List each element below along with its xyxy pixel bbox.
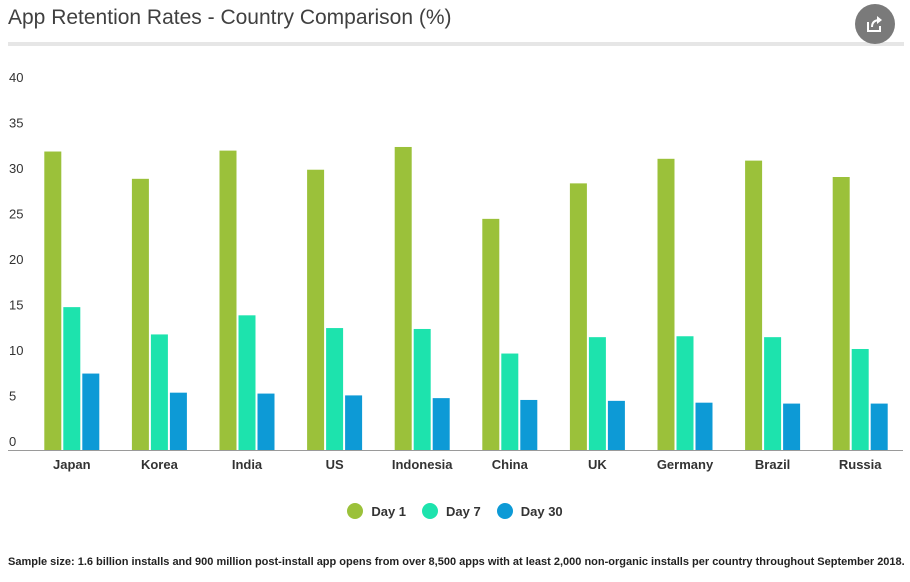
legend-label-day1: Day 1 bbox=[371, 503, 407, 519]
chart-legend: Day 1 Day 7 Day 30 bbox=[0, 500, 910, 522]
y-tick-label: 10 bbox=[9, 343, 23, 358]
bar-day30-indonesia[interactable] bbox=[432, 398, 450, 450]
bar-day7-brazil[interactable] bbox=[764, 337, 782, 450]
legend-item-day1[interactable]: Day 1 bbox=[347, 503, 406, 519]
y-tick-label: 30 bbox=[9, 161, 23, 176]
bar-day1-india[interactable] bbox=[219, 150, 237, 451]
bar-day30-brazil[interactable] bbox=[783, 403, 801, 450]
bar-day7-china[interactable] bbox=[501, 353, 519, 450]
bar-day7-russia[interactable] bbox=[851, 348, 869, 450]
y-tick-label: 15 bbox=[9, 298, 23, 313]
legend-label-day7: Day 7 bbox=[446, 503, 481, 519]
bar-day1-brazil[interactable] bbox=[745, 160, 763, 450]
bar-day7-india[interactable] bbox=[238, 315, 256, 450]
bar-day7-germany[interactable] bbox=[676, 336, 694, 450]
x-category-label: China bbox=[492, 457, 529, 472]
legend-item-day7[interactable]: Day 7 bbox=[422, 503, 481, 519]
bar-day1-germany[interactable] bbox=[657, 158, 675, 451]
bar-day1-china[interactable] bbox=[482, 218, 500, 450]
bar-day7-us[interactable] bbox=[326, 328, 344, 450]
x-category-label: Russia bbox=[839, 457, 882, 472]
bar-day7-korea[interactable] bbox=[150, 334, 168, 450]
bar-day1-russia[interactable] bbox=[832, 177, 850, 450]
bar-day30-uk[interactable] bbox=[607, 400, 625, 450]
share-icon bbox=[867, 16, 882, 32]
bar-day30-us[interactable] bbox=[345, 395, 363, 450]
bar-day1-uk[interactable] bbox=[569, 183, 587, 450]
bar-day30-russia[interactable] bbox=[870, 403, 888, 450]
legend-label-day30: Day 30 bbox=[520, 503, 563, 519]
x-category-label: UK bbox=[588, 457, 607, 472]
x-category-label: India bbox=[232, 457, 263, 472]
y-tick-label: 0 bbox=[9, 434, 16, 449]
bar-day30-india[interactable] bbox=[257, 393, 275, 450]
y-tick-label: 20 bbox=[9, 252, 23, 267]
bar-day1-indonesia[interactable] bbox=[394, 146, 412, 450]
legend-swatch-day1 bbox=[347, 503, 364, 519]
x-category-label: Japan bbox=[53, 457, 91, 472]
bar-day30-germany[interactable] bbox=[695, 402, 713, 450]
page-title: App Retention Rates - Country Comparison… bbox=[8, 6, 452, 29]
title-divider bbox=[8, 42, 904, 46]
legend-swatch-day7 bbox=[422, 503, 439, 519]
bar-day7-uk[interactable] bbox=[588, 337, 606, 450]
bar-day1-us[interactable] bbox=[307, 169, 325, 450]
y-tick-label: 25 bbox=[9, 207, 23, 222]
y-tick-label: 35 bbox=[9, 116, 23, 131]
x-category-label: Indonesia bbox=[392, 457, 453, 472]
bar-day1-korea[interactable] bbox=[131, 178, 149, 450]
footnote: Sample size: 1.6 billion installs and 90… bbox=[8, 556, 905, 568]
bar-day30-china[interactable] bbox=[520, 399, 538, 450]
bar-day7-japan[interactable] bbox=[63, 307, 81, 450]
x-category-label: Germany bbox=[657, 457, 714, 472]
bar-day7-indonesia[interactable] bbox=[413, 328, 431, 450]
x-category-label: Korea bbox=[141, 457, 179, 472]
y-tick-label: 5 bbox=[9, 389, 16, 404]
bar-day1-japan[interactable] bbox=[44, 151, 62, 450]
legend-swatch-day30 bbox=[496, 503, 513, 519]
legend-item-day30[interactable]: Day 30 bbox=[496, 503, 563, 519]
x-category-label: US bbox=[326, 457, 344, 472]
bar-day30-japan[interactable] bbox=[82, 373, 100, 450]
share-button[interactable] bbox=[855, 4, 895, 44]
y-tick-label: 40 bbox=[9, 70, 23, 85]
x-category-label: Brazil bbox=[755, 457, 790, 472]
bar-day30-korea[interactable] bbox=[169, 392, 187, 450]
